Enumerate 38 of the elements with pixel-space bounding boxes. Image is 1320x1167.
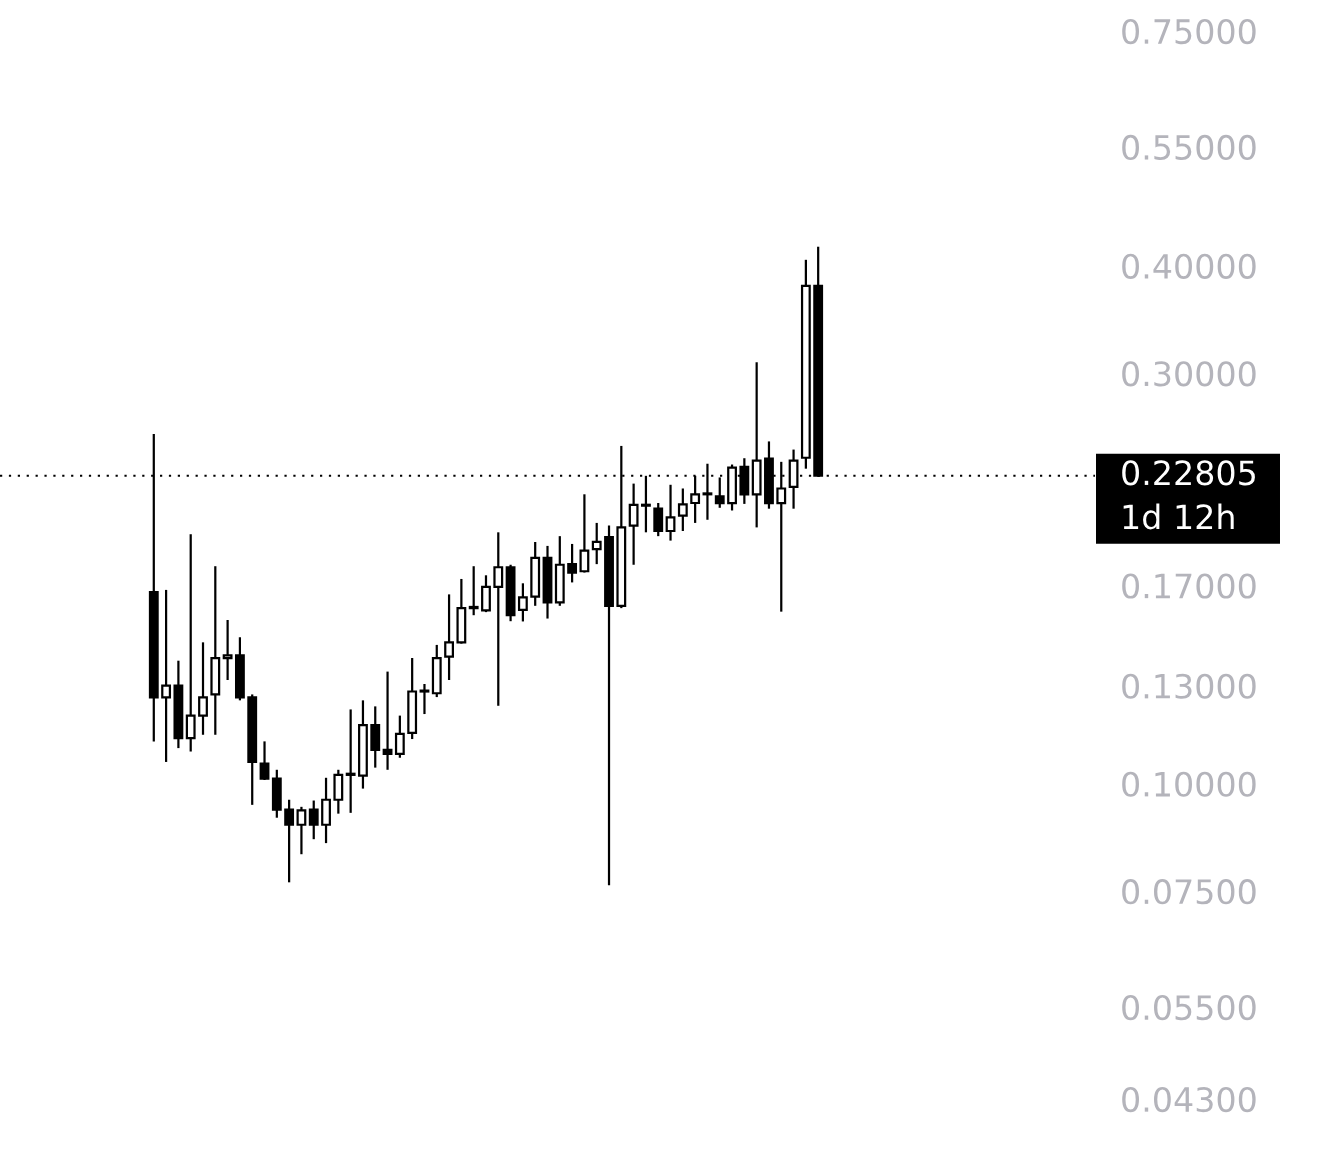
candlestick bbox=[308, 799, 319, 841]
candlestick bbox=[444, 593, 454, 682]
candlestick bbox=[419, 682, 430, 716]
y-tick-label: 0.75000 bbox=[1122, 18, 1256, 45]
candlestick bbox=[517, 582, 528, 623]
candlestick bbox=[394, 714, 405, 759]
y-tick-label: 0.40000 bbox=[1122, 253, 1256, 279]
candlestick bbox=[468, 565, 479, 617]
candlestick bbox=[702, 462, 713, 521]
y-tick-label: 0.17000 bbox=[1122, 573, 1256, 599]
candlestick bbox=[641, 474, 651, 534]
candlestick bbox=[677, 487, 688, 533]
candlestick bbox=[665, 483, 676, 542]
y-tick-label: 0.55000 bbox=[1122, 134, 1256, 160]
y-tick-label: 0.05500 bbox=[1122, 994, 1256, 1021]
candlestick bbox=[591, 521, 602, 566]
y-tick-label: 0.07500 bbox=[1122, 879, 1256, 905]
candlestick bbox=[382, 670, 393, 771]
candlestick bbox=[628, 482, 639, 566]
candlestick bbox=[185, 533, 196, 753]
y-tick-label: 0.13000 bbox=[1122, 673, 1256, 699]
y-tick-label: 0.10000 bbox=[1122, 771, 1256, 797]
candlestick bbox=[493, 531, 504, 707]
text: 1d 12h bbox=[1123, 503, 1234, 530]
candlestick bbox=[481, 574, 491, 614]
candlestick bbox=[284, 798, 295, 884]
ref-line-label: 0.22805 bbox=[1122, 460, 1255, 486]
candlestick bbox=[198, 641, 208, 736]
candlestick bbox=[567, 542, 578, 584]
y-tick-label: 0.04300 bbox=[1122, 1086, 1256, 1113]
candlestick bbox=[296, 805, 307, 856]
candlestick bbox=[579, 493, 590, 574]
candlestick bbox=[345, 708, 356, 814]
y-tick-label: 0.30000 bbox=[1122, 361, 1256, 387]
candlestick bbox=[259, 740, 270, 782]
candlestick bbox=[161, 588, 172, 764]
candlestick bbox=[222, 618, 233, 682]
candlestick bbox=[653, 501, 664, 538]
